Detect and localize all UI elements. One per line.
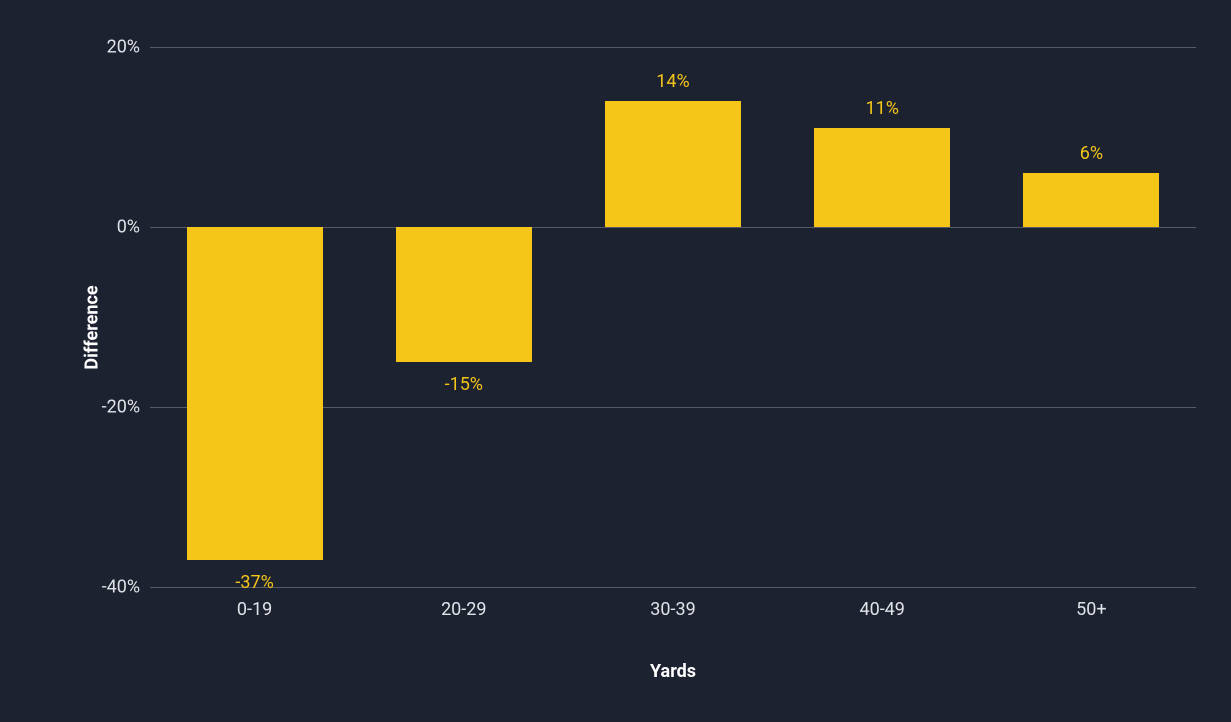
x-tick-label: 20-29 [441,599,486,620]
bar [605,101,741,227]
x-tick-label: 30-39 [650,599,695,620]
bar-value-label: -37% [235,572,273,593]
gridline [150,587,1196,588]
y-tick-label: 20% [107,37,150,58]
bar-value-label: -15% [445,374,483,395]
bar [396,227,532,362]
bar-value-label: 6% [1080,143,1103,164]
bar [187,227,323,560]
y-tick-label: -20% [102,397,150,418]
y-axis-title: Difference [82,285,103,369]
x-tick-label: 50+ [1076,599,1106,620]
bar-value-label: 11% [865,98,898,119]
bar [1023,173,1159,227]
bar [814,128,950,227]
x-axis-title: Yards [650,661,696,682]
gridline [150,47,1196,48]
y-tick-label: 0% [117,217,150,238]
x-tick-label: 0-19 [237,599,272,620]
x-tick-label: 40-49 [859,599,904,620]
y-tick-label: -40% [102,577,150,598]
bar-value-label: 14% [656,71,689,92]
plot-area: -40%-20%0%20%-37%0-19-15%20-2914%30-3911… [150,47,1196,587]
difference-by-yards-chart: -40% -20% 0% 20% -37% 0-19 -15% 20-29 14% 30-39 11… [0,0,1231,722]
